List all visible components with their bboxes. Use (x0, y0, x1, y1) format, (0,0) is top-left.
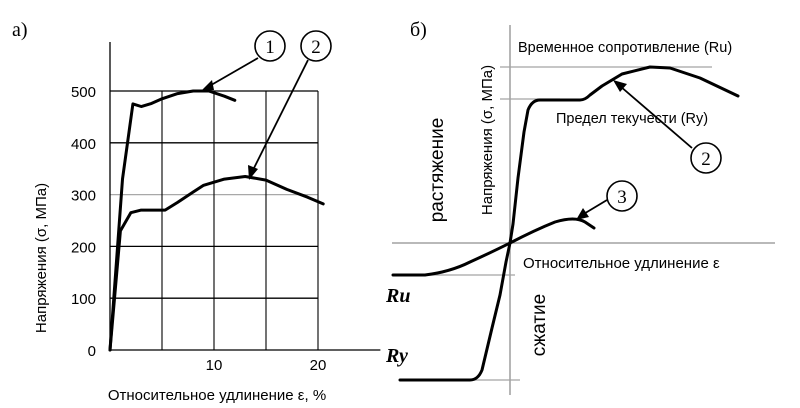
panel-a-x-tick-10: 10 (206, 357, 223, 374)
panel-a-x-axis-label: Относительное удлинение ε, % (108, 387, 326, 404)
panel-a-y-tick-100: 100 (71, 291, 96, 308)
callout-2-arrowhead (248, 165, 258, 180)
panel-b-x-axis-label: Относительное удлинение ε (523, 255, 720, 272)
ry-label: Ry (385, 345, 408, 367)
callout-1-arrowhead (200, 80, 214, 92)
panel-a-axes (109, 42, 381, 351)
callout-2-circle (300, 30, 332, 62)
panel-a-callout-1: 1 (200, 30, 286, 92)
callout-1-circle (254, 30, 286, 62)
yield-strength-annotation: Предел текучести (Ry) (556, 111, 708, 127)
panel-a-grid (110, 90, 319, 350)
callout-1-leader (205, 57, 259, 89)
panel-a-tick-labels: 0 100 200 300 400 500 10 20 (71, 84, 326, 374)
ru-label: Ru (385, 285, 410, 307)
callout-b3-arrowhead (576, 208, 589, 220)
callout-2-label: 2 (311, 37, 321, 58)
panel-b-label: б) (410, 19, 427, 41)
panel-a-callout-2: 2 (248, 30, 332, 180)
panel-b: б) Напряжения (σ, МПа) растяжение сжатие… (385, 19, 775, 395)
panel-a-series (108, 89, 325, 352)
callout-b3-circle (606, 180, 638, 212)
tension-label: растяжение (427, 118, 448, 223)
panel-a: а) 0 100 200 300 400 500 10 20 Напряжения (σ, М… (12, 19, 381, 404)
ultimate-strength-annotation: Временное сопротивление (Ru) (518, 40, 732, 56)
panel-a-y-tick-0: 0 (88, 343, 96, 360)
callout-b3-leader (581, 199, 608, 216)
curve-3 (391, 217, 596, 277)
callout-b2-leader (619, 85, 693, 149)
panel-a-x-tick-20: 20 (310, 357, 327, 374)
curve-2-tension-compression (398, 65, 740, 382)
callout-b2-label: 2 (701, 149, 711, 170)
panel-a-y-tick-400: 400 (71, 136, 96, 153)
callout-b2-circle (690, 142, 722, 174)
compression-label: сжатие (529, 294, 550, 356)
panel-b-callout-3: 3 (576, 180, 638, 220)
panel-a-y-axis-label: Напряжения (σ, МПа) (33, 183, 50, 333)
callout-b2-arrowhead (613, 80, 627, 92)
panel-a-series-2 (108, 175, 325, 352)
panel-b-callout-2: 2 (613, 80, 722, 174)
callout-1-label: 1 (265, 37, 275, 58)
panel-a-series-1 (108, 89, 237, 352)
panel-a-y-tick-500: 500 (71, 84, 96, 101)
callout-2-leader (251, 59, 309, 173)
panel-a-y-tick-300: 300 (71, 188, 96, 205)
callout-b3-label: 3 (617, 187, 627, 208)
panel-b-y-axis-label: Напряжения (σ, МПа) (479, 65, 496, 215)
panel-a-y-tick-200: 200 (71, 239, 96, 256)
panel-a-label: а) (12, 19, 28, 41)
